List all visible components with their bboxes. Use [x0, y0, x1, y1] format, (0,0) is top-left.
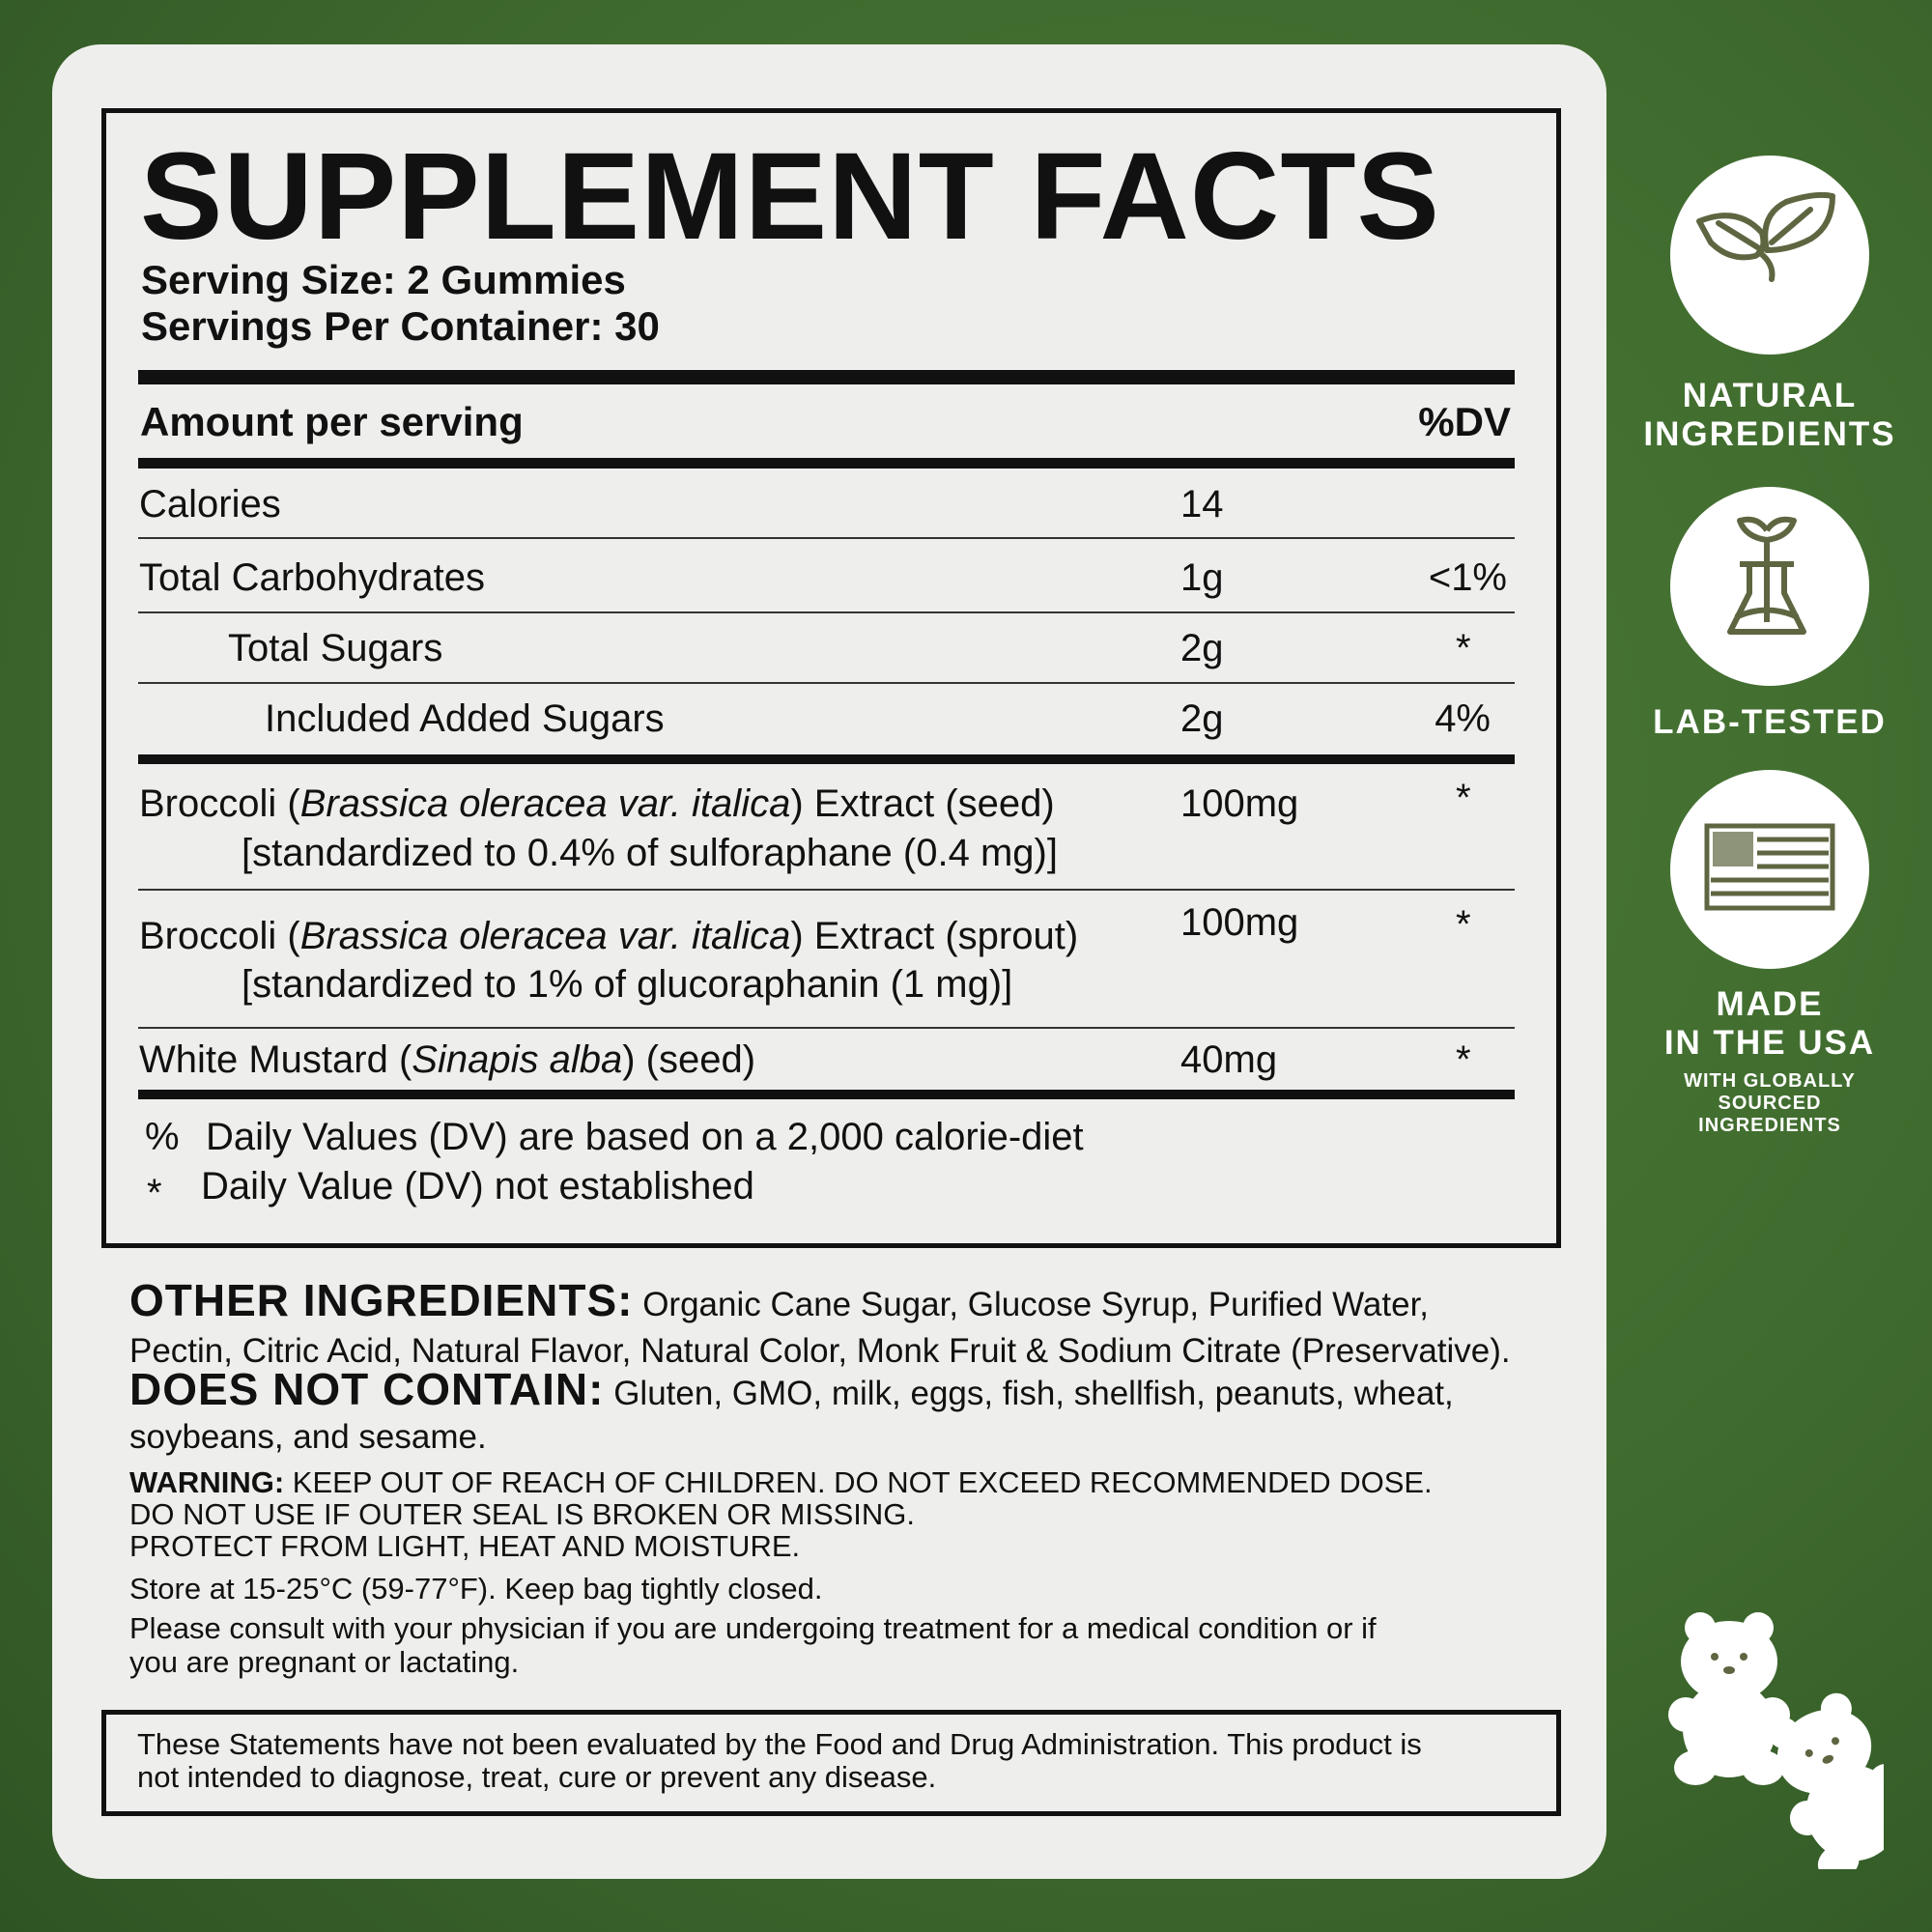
- ingredient-amount: 40mg: [1180, 1038, 1278, 1081]
- natural-ingredients-badge: [1670, 156, 1869, 355]
- leaf-icon: [1696, 191, 1835, 282]
- consult-note: Please consult with your physician if yo…: [129, 1611, 1377, 1679]
- badge-sublabel: WITH GLOBALLY SOURCED INGREDIENTS: [1684, 1070, 1856, 1136]
- divider: [138, 1027, 1515, 1029]
- row-dv: <1%: [1428, 556, 1507, 599]
- divider: [138, 537, 1515, 539]
- fda-disclaimer: These Statements have not been evaluated…: [137, 1727, 1422, 1794]
- row-amount: 2g: [1180, 627, 1224, 669]
- row-amount: 1g: [1180, 556, 1224, 599]
- ingredient-dv: *: [1456, 777, 1471, 819]
- gummy-bears-illustration: [1668, 1612, 1884, 1869]
- serving-size: Serving Size: 2 Gummies: [141, 257, 626, 302]
- ingredient-amount: 100mg: [1180, 782, 1299, 825]
- fda-disclaimer-box: [101, 1710, 1561, 1816]
- row-name-calories: Calories: [139, 483, 281, 526]
- amount-per-serving-header: Amount per serving: [140, 399, 524, 444]
- footnote-text: Daily Values (DV) are based on a 2,000 c…: [206, 1116, 1084, 1158]
- badge-label: MADE IN THE USA: [1663, 985, 1876, 1062]
- divider-thick: [138, 1090, 1515, 1099]
- footnote-text: Daily Value (DV) not established: [201, 1165, 754, 1208]
- badge-label: NATURAL INGREDIENTS: [1643, 377, 1896, 453]
- divider-thick: [138, 458, 1515, 469]
- row-dv: 4%: [1435, 697, 1491, 740]
- divider: [138, 889, 1515, 891]
- ingredient-standardization: [standardized to 0.4% of sulforaphane (0…: [242, 832, 1058, 874]
- row-amount: 14: [1180, 483, 1224, 526]
- divider: [138, 682, 1515, 684]
- row-name-sugars: Total Sugars: [228, 627, 443, 669]
- page-title: SUPPLEMENT FACTS: [140, 128, 1440, 266]
- row-name-added-sugars: Included Added Sugars: [265, 697, 665, 740]
- gummy-bear-icon: [1668, 1612, 1790, 1785]
- dv-header: %DV: [1418, 399, 1511, 444]
- gummy-bear-icon: [1768, 1692, 1884, 1869]
- ingredient-standardization: [standardized to 1% of glucoraphanin (1 …: [242, 963, 1013, 1006]
- supplement-label-card: [52, 44, 1606, 1879]
- row-dv: *: [1456, 627, 1471, 669]
- divider-thick: [138, 370, 1515, 384]
- ingredient-dv: *: [1456, 903, 1471, 946]
- us-flag-icon: [1704, 823, 1835, 911]
- lab-tested-badge: [1670, 487, 1869, 686]
- divider: [138, 611, 1515, 613]
- supplement-facts-panel: [101, 108, 1561, 1248]
- other-ingredients: OTHER INGREDIENTS: Organic Cane Sugar, G…: [129, 1275, 1511, 1370]
- ingredient-dv: *: [1456, 1038, 1471, 1081]
- row-amount: 2g: [1180, 697, 1224, 740]
- made-in-usa-badge: [1670, 770, 1869, 969]
- footnote-symbol: *: [147, 1172, 162, 1214]
- servings-per-container: Servings Per Container: 30: [141, 303, 660, 349]
- storage-note: Store at 15-25°C (59-77°F). Keep bag tig…: [129, 1572, 823, 1605]
- ingredient-amount: 100mg: [1180, 901, 1299, 944]
- ingredient-name: Broccoli (Brassica oleracea var. italica…: [139, 915, 1079, 957]
- row-name-carbs: Total Carbohydrates: [139, 556, 485, 599]
- badge-label: LAB-TESTED: [1653, 703, 1887, 741]
- warning: WARNING: KEEP OUT OF REACH OF CHILDREN. …: [129, 1465, 1433, 1563]
- does-not-contain: DOES NOT CONTAIN: Gluten, GMO, milk, egg…: [129, 1364, 1454, 1456]
- flask-sprout-icon: [1727, 516, 1806, 635]
- ingredient-name: White Mustard (Sinapis alba) (seed): [139, 1038, 756, 1081]
- footnote-symbol: %: [145, 1116, 180, 1158]
- divider-thick: [138, 754, 1515, 764]
- ingredient-name: Broccoli (Brassica oleracea var. italica…: [139, 782, 1055, 825]
